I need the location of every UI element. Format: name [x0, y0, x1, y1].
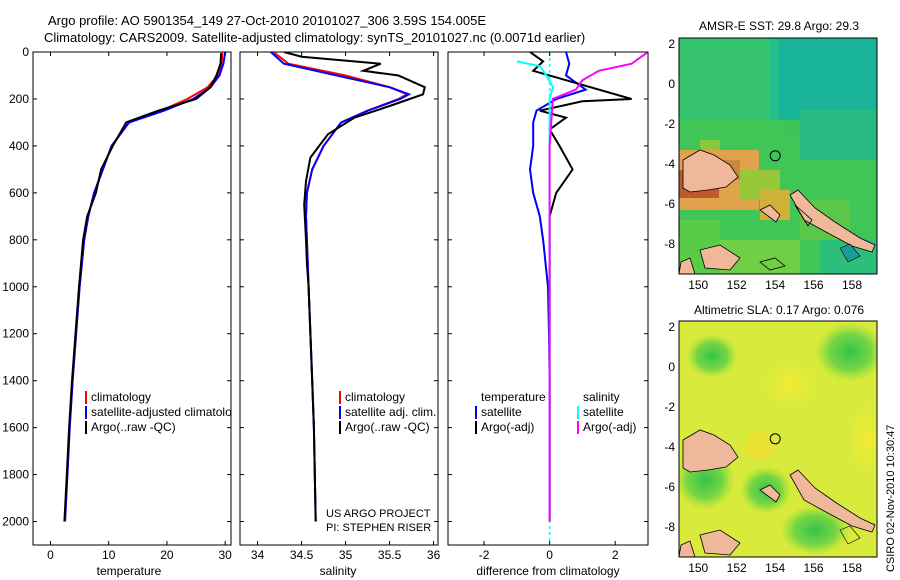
sst-argo-position-marker: [769, 150, 781, 162]
sst-map-ytick-label: 0: [668, 77, 675, 91]
depth-ytick-label: 600: [9, 186, 29, 200]
depth-ytick-label: 1200: [2, 327, 29, 341]
legend-label-climatology: climatology: [345, 390, 405, 404]
project-note-line1: US ARGO PROJECT: [326, 508, 431, 520]
sla-map-xtick-label: 158: [842, 561, 862, 575]
legend-header-temperature: temperature: [481, 390, 546, 404]
salinity-legend: climatology satellite adj. clim. Argo(..…: [339, 390, 436, 434]
sla-map-frame: [678, 320, 878, 558]
sst-map-xtick-label: 154: [765, 278, 785, 292]
sla-map-ytick-label: -4: [664, 440, 675, 454]
sla-map-ytick-label: 2: [668, 320, 675, 334]
legend-label-sal-argo: Argo(-adj): [583, 420, 636, 434]
sla-argo-position-marker: [769, 433, 781, 445]
temperature-xtick-label: 20: [160, 548, 174, 562]
sla-map-xtick-label: 154: [765, 561, 785, 575]
depth-ytick-label: 2000: [2, 515, 29, 529]
figure-title-line2: Climatology: CARS2009. Satellite-adjuste…: [44, 30, 585, 45]
legend-label-climatology: climatology: [91, 390, 151, 404]
salinity-xtick-label: 35.5: [378, 548, 402, 562]
temperature-xtick-label: 10: [102, 548, 116, 562]
sst-map-frame: [678, 37, 878, 275]
temperature-plot: [63, 52, 227, 522]
salinity-xtick-label: 34: [251, 548, 265, 562]
depth-ytick-label: 1400: [2, 374, 29, 388]
sst-map-title: AMSR-E SST: 29.8 Argo: 29.3: [699, 19, 859, 33]
sla-map-xtick-label: 156: [804, 561, 824, 575]
salinity-xtick-label: 34.5: [290, 548, 314, 562]
salinity-xtick-label: 35: [339, 548, 353, 562]
timestamp-note: CSIRO 02-Nov-2010 10:30:47: [885, 425, 897, 572]
difference-xtick-label: 2: [612, 548, 619, 562]
depth-ytick-label: 1600: [2, 421, 29, 435]
legend-label-temp-argo: Argo(-adj): [481, 420, 534, 434]
depth-ytick-label: 1800: [2, 468, 29, 482]
sla-map-xtick-label: 150: [688, 561, 708, 575]
temperature-legend: climatology satellite-adjusted climatolo…: [85, 390, 244, 434]
difference-legend: temperature salinity satellite Argo(-adj…: [475, 390, 636, 434]
sst-map-ytick-label: -4: [664, 157, 675, 171]
sst-map-ytick-label: -6: [664, 197, 675, 211]
salinity-panel: [239, 51, 439, 546]
sla-map-title: Altimetric SLA: 0.17 Argo: 0.076: [694, 303, 864, 317]
depth-ytick-label: 0: [22, 45, 29, 59]
salinity-xlabel: salinity: [320, 564, 357, 578]
depth-ytick-label: 400: [9, 139, 29, 153]
sst-map-ytick-label: -8: [664, 237, 675, 251]
difference-xlabel: difference from climatology: [476, 564, 619, 578]
legend-label-argo: Argo(..raw -QC): [91, 420, 176, 434]
difference-xtick-label: -2: [479, 548, 490, 562]
sla-map-xtick-label: 152: [727, 561, 747, 575]
temperature-panel: [32, 51, 232, 546]
legend-label-argo: Argo(..raw -QC): [345, 420, 430, 434]
temperature-xtick-label: 30: [218, 548, 232, 562]
salinity-xtick-label: 36: [427, 548, 441, 562]
sst-map-xtick-label: 152: [727, 278, 747, 292]
sla-map-ytick-label: -6: [664, 480, 675, 494]
temperature-xlabel: temperature: [97, 564, 162, 578]
depth-ytick-label: 800: [9, 233, 29, 247]
sla-map-ytick-label: 0: [668, 360, 675, 374]
figure-title-line1: Argo profile: AO 5901354_149 27-Oct-2010…: [48, 13, 486, 28]
sst-map-image: [679, 38, 877, 274]
depth-ytick-label: 1000: [2, 280, 29, 294]
sst-map-ytick-label: 2: [668, 37, 675, 51]
sla-map-ytick-label: -8: [664, 520, 675, 534]
sst-map-xtick-label: 150: [688, 278, 708, 292]
salinity-series-argo-raw-qc: [283, 52, 426, 522]
legend-label-satellite-adj: satellite adj. clim.: [345, 405, 436, 419]
difference-xtick-label: 0: [546, 548, 553, 562]
temperature-series-argo-raw-qc: [63, 53, 223, 522]
difference-series-salinity-argo-adj: [548, 52, 648, 522]
temperature-xtick-label: 0: [47, 548, 54, 562]
depth-ytick-label: 200: [9, 92, 29, 106]
sst-map-xtick-label: 158: [842, 278, 862, 292]
difference-plot: [516, 52, 648, 545]
legend-label-sal-satellite: satellite: [583, 405, 624, 419]
legend-label-temp-satellite: satellite: [481, 405, 522, 419]
legend-label-satellite-adjusted: satellite-adjusted climatology: [91, 405, 244, 419]
sla-map-image: [679, 321, 877, 557]
sla-map-ytick-label: -2: [664, 400, 675, 414]
sst-map-ytick-label: -2: [664, 117, 675, 131]
legend-header-salinity: salinity: [583, 390, 620, 404]
project-note-line2: PI: STEPHEN RISER: [326, 522, 431, 534]
sst-map-xtick-label: 156: [804, 278, 824, 292]
salinity-plot: [270, 52, 426, 522]
